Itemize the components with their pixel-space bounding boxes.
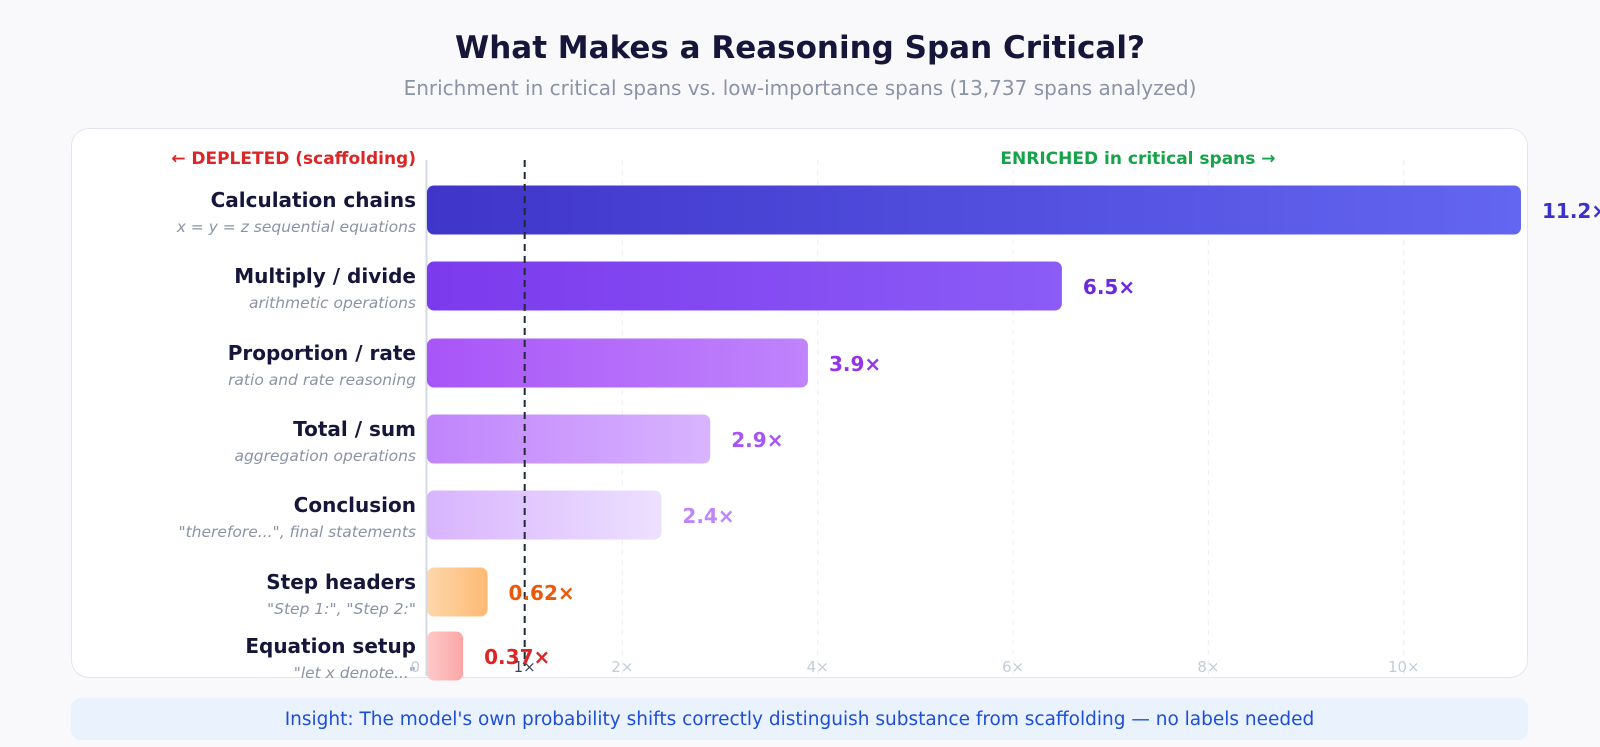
- category-desc-6: "let x denote...": [294, 664, 416, 682]
- category-desc-3: aggregation operations: [234, 447, 416, 465]
- bar-5: [427, 567, 488, 617]
- tick-label-6: 6×: [1002, 658, 1024, 676]
- category-label-6: Equation setup: [245, 634, 416, 658]
- depleted-annotation: ← DEPLETED (scaffolding): [171, 149, 416, 169]
- tick-label-0: 0: [410, 658, 420, 676]
- category-desc-0: x = y = z sequential equations: [176, 218, 416, 236]
- insight-text: Insight: The model's own probability shi…: [284, 708, 1315, 730]
- value-label-5: 0.62×: [509, 581, 575, 605]
- chart-subtitle: Enrichment in critical spans vs. low-imp…: [403, 76, 1197, 100]
- chart-title: What Makes a Reasoning Span Critical?: [455, 30, 1145, 66]
- bar-6: [427, 631, 464, 681]
- category-label-1: Multiply / divide: [234, 264, 416, 288]
- category-desc-1: arithmetic operations: [249, 294, 416, 312]
- tick-label-8: 8×: [1197, 658, 1219, 676]
- tick-label-10: 10×: [1388, 658, 1420, 676]
- category-desc-5: "Step 1:", "Step 2:": [267, 600, 416, 618]
- category-label-5: Step headers: [266, 570, 416, 594]
- value-label-3: 2.9×: [731, 428, 783, 452]
- category-desc-4: "therefore...", final statements: [178, 523, 416, 541]
- bar-3: [427, 414, 711, 464]
- enriched-annotation: ENRICHED in critical spans →: [1000, 149, 1275, 169]
- category-label-0: Calculation chains: [211, 188, 416, 212]
- bar-layer: [427, 185, 1521, 681]
- value-label-0: 11.2×: [1542, 199, 1600, 223]
- label-layer: 11.2× Calculation chains x = y = z sequent…: [171, 149, 1600, 682]
- tick-label-2: 2×: [611, 658, 633, 676]
- value-label-1: 6.5×: [1083, 275, 1135, 299]
- bar-0: [427, 185, 1521, 235]
- category-label-3: Total / sum: [293, 417, 416, 441]
- value-label-6: 0.37×: [484, 645, 550, 669]
- insight-banner: Insight: The model's own probability shi…: [71, 698, 1528, 740]
- value-label-4: 2.4×: [682, 504, 734, 528]
- bar-4: [427, 490, 662, 540]
- bar-1: [427, 261, 1062, 311]
- tick-label-4: 4×: [807, 658, 829, 676]
- bar-2: [427, 338, 808, 388]
- category-label-4: Conclusion: [294, 493, 416, 517]
- grid-layer: [425, 160, 1405, 676]
- value-label-2: 3.9×: [829, 352, 881, 376]
- category-desc-2: ratio and rate reasoning: [228, 371, 416, 389]
- category-label-2: Proportion / rate: [228, 341, 416, 365]
- reference-line-label: 1×: [514, 658, 536, 676]
